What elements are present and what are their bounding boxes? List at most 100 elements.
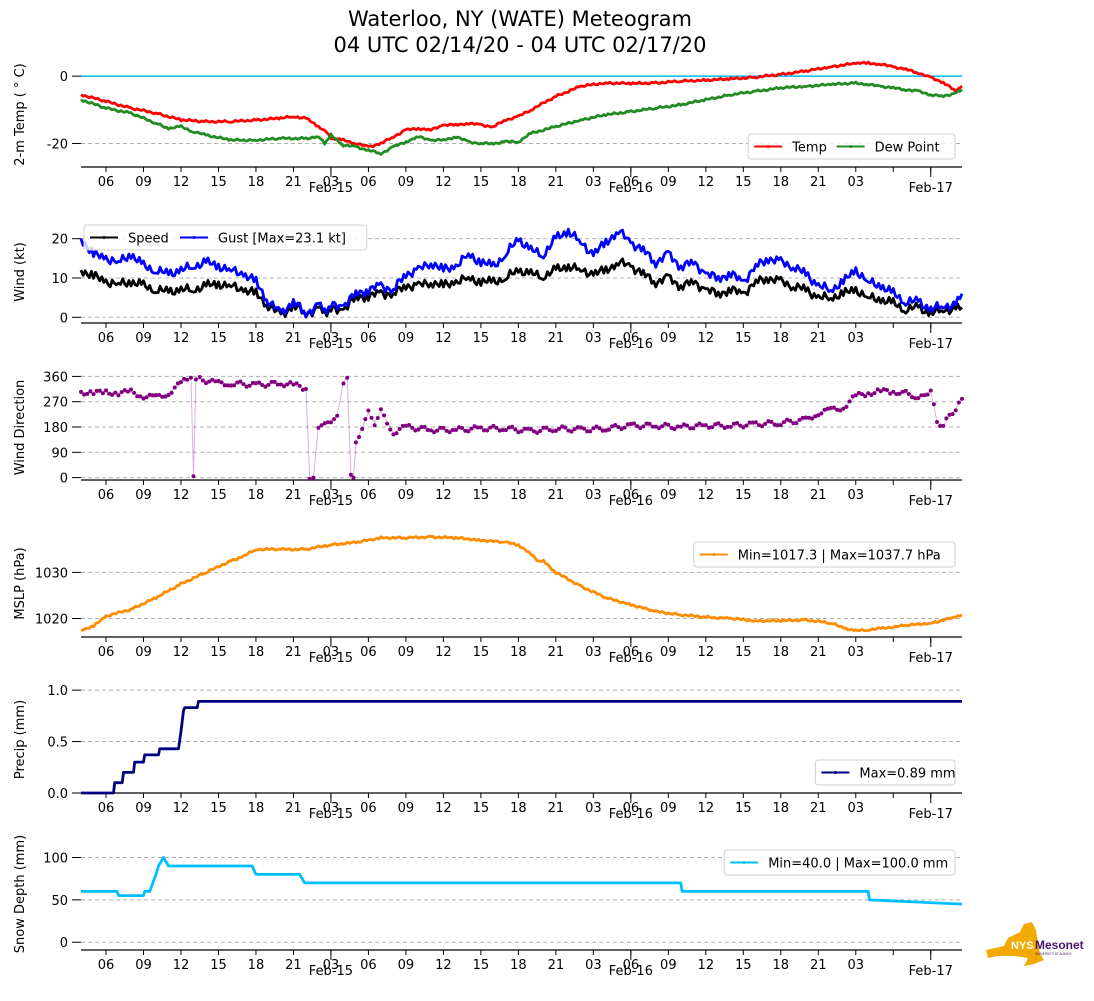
data-point [132,390,137,395]
data-point [678,424,683,429]
data-point [885,387,890,392]
data-point [660,424,665,429]
data-point [675,424,680,429]
data-point [522,426,527,431]
data-point [311,475,316,480]
data-point [144,395,149,400]
data-point [763,421,768,426]
data-point [210,377,215,382]
y-axis-label: MSLP (hPa) [13,547,28,619]
legend-label: Speed [128,232,169,247]
y-axis-label: Wind Direction [13,380,28,476]
data-point [713,422,718,427]
legend-label: Temp [791,141,827,156]
data-point [488,425,493,430]
data-point [603,428,608,433]
data-point [219,380,224,385]
data-point [475,425,480,430]
data-point [497,428,502,433]
data-point [169,390,174,395]
data-point [225,383,230,388]
legend-box [83,224,368,251]
x-tick-label: 06 [623,488,640,503]
data-point [272,379,277,384]
data-point [216,378,221,383]
x-tick-label: 03 [323,958,340,973]
data-point [447,430,452,435]
data-point [163,394,168,399]
data-point [222,383,227,388]
data-point [785,417,790,422]
x-tick-label: 15 [210,958,227,973]
x-tick-label: 12 [698,175,715,190]
x-tick-label: 03 [323,645,340,660]
data-point [906,392,911,397]
x-tick-label: 06 [360,645,377,660]
legend-box [723,849,956,876]
data-point [931,402,936,407]
x-tick-label: 09 [660,801,677,816]
title-line-2: 04 UTC 02/14/20 - 04 UTC 02/17/20 [333,33,707,57]
panel-snow: 0 50 100 06 09 12 15 18 21 03 06 09 12 15 18 21 03 06 09 12… [13,835,963,979]
data-point [435,428,440,433]
data-point [166,393,171,398]
legend-marker [102,236,106,239]
x-tick-label: 09 [398,801,415,816]
x-day-label: Feb-16 [609,807,653,822]
x-tick-label: 06 [360,175,377,190]
data-point [285,382,290,387]
data-point [925,392,930,397]
x-tick-label: 03 [848,645,865,660]
x-day-label: Feb-17 [909,651,953,666]
data-point [941,423,946,428]
y-tick-label: 270 [43,396,68,411]
data-point [531,429,536,434]
x-tick-label: 21 [548,488,565,503]
x-tick-label: 09 [135,801,152,816]
logo-sub-text: UNIVERSITY AT ALBANY [1035,952,1073,956]
ny-state-shape-icon [986,922,1044,966]
data-point [769,419,774,424]
data-point [85,391,90,396]
legend-marker [712,553,716,556]
x-tick-label: 18 [248,801,265,816]
data-point [128,387,133,392]
x-tick-label: 12 [435,645,452,660]
data-point [397,426,402,431]
panel-temp: 0 -20 06 09 12 15 18 21 03 06 09 12 15 18 21 03 06 09 12 15… [13,60,963,196]
x-tick-label: 18 [773,488,790,503]
data-point [232,383,237,388]
data-point [275,382,280,387]
data-point [141,396,146,401]
x-tick-label: 18 [773,331,790,346]
x-tick-label: 21 [810,488,827,503]
legend: Min=40.0 | Max=100.0 mm [723,849,956,876]
x-tick-label: 06 [623,958,640,973]
x-tick-label: 21 [285,331,302,346]
x-tick-label: 15 [735,801,752,816]
data-point [888,391,893,396]
x-tick-label: 12 [435,488,452,503]
x-day-label: Feb-15 [309,494,353,509]
data-point [544,425,549,430]
data-point [241,382,246,387]
series-temp-line [80,60,963,149]
x-tick-label: 12 [698,331,715,346]
x-tick-label: 21 [810,645,827,660]
data-point [781,420,786,425]
x-tick-label: 03 [585,645,602,660]
data-point [572,427,577,432]
data-point [150,393,155,398]
data-point [375,415,380,420]
x-tick-label: 21 [285,488,302,503]
x-tick-label: 06 [360,488,377,503]
data-point [103,388,108,393]
data-point [122,388,127,393]
data-point [947,412,952,417]
data-point [94,388,99,393]
x-tick-label: 09 [660,488,677,503]
data-point [610,424,615,429]
x-tick-label: 09 [135,331,152,346]
data-point [588,429,593,434]
data-point [594,424,599,429]
